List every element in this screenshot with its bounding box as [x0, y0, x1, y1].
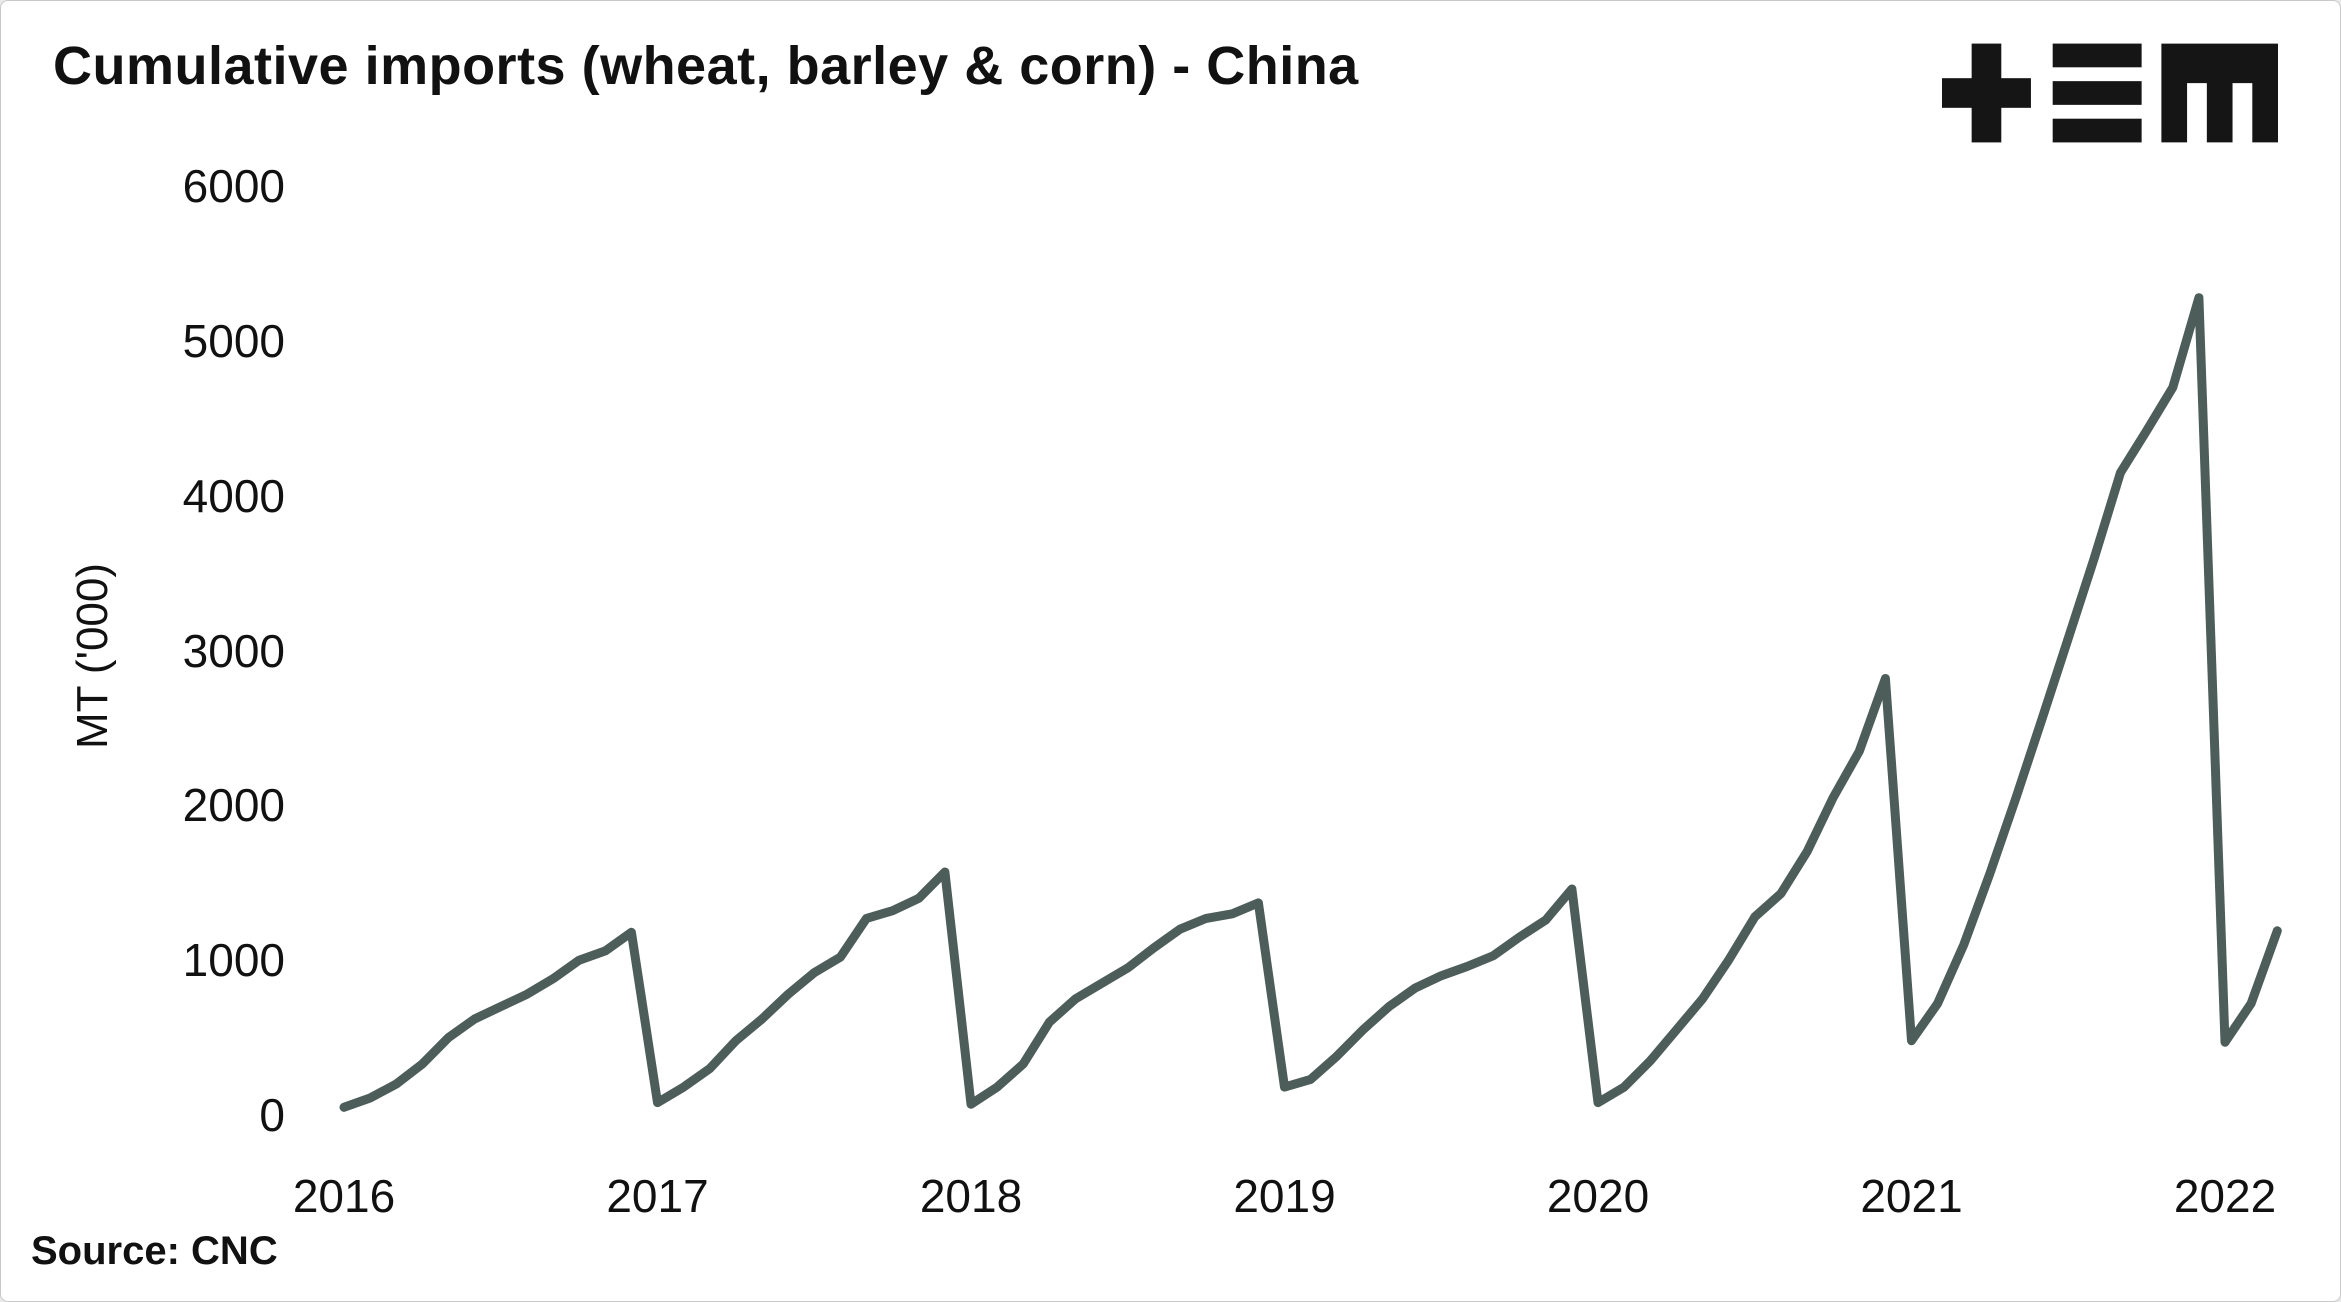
m-glyph [2161, 43, 2278, 143]
series-line [339, 293, 2282, 1112]
x-tick-label: 2020 [1546, 1170, 1650, 1222]
plus-icon [1942, 43, 2031, 143]
y-tick-label: 1000 [182, 934, 285, 987]
x-tick-label: 2019 [1233, 1170, 1336, 1222]
x-tick-label: 2017 [606, 1170, 709, 1222]
chart-title: Cumulative imports (wheat, barley & corn… [53, 36, 1359, 96]
y-tick-label: 6000 [182, 160, 285, 213]
x-tick-label: 2021 [1860, 1170, 1963, 1222]
x-tick-label: 2018 [919, 1170, 1023, 1222]
source-note: Source: CNC [31, 1229, 278, 1273]
y-tick-label: 5000 [182, 315, 285, 367]
y-tick-label: 3000 [182, 624, 285, 677]
y-tick-label: 0 [259, 1089, 285, 1141]
y-tick-label: 4000 [182, 469, 285, 522]
x-tick-label: 2016 [292, 1170, 396, 1222]
x-tick-label: 2022 [2173, 1170, 2277, 1222]
y-tick-label: 2000 [182, 779, 285, 832]
tem-logo [1942, 43, 2278, 143]
three-bars-icon [2052, 43, 2142, 143]
